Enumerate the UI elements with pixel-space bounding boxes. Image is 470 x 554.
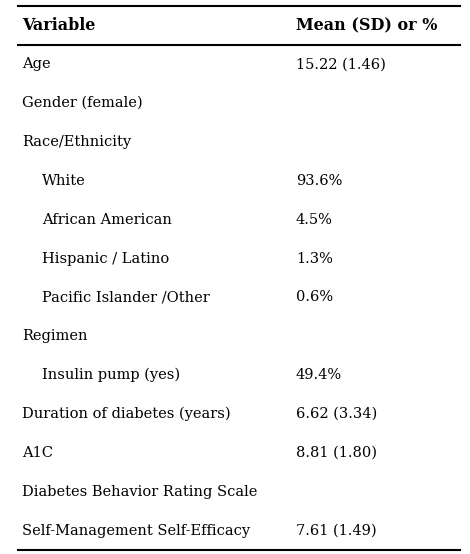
Text: 7.61 (1.49): 7.61 (1.49) [296,524,376,537]
Text: Race/Ethnicity: Race/Ethnicity [22,135,131,149]
Text: African American: African American [42,213,172,227]
Text: Age: Age [22,57,51,71]
Text: 1.3%: 1.3% [296,252,333,265]
Text: 4.5%: 4.5% [296,213,333,227]
Text: Variable: Variable [22,17,95,34]
Text: 15.22 (1.46): 15.22 (1.46) [296,57,386,71]
Text: 6.62 (3.34): 6.62 (3.34) [296,407,377,421]
Text: White: White [42,174,86,188]
Text: Hispanic / Latino: Hispanic / Latino [42,252,169,265]
Text: Regimen: Regimen [22,329,87,343]
Text: Gender (female): Gender (female) [22,96,142,110]
Text: Mean (SD) or %: Mean (SD) or % [296,17,438,34]
Text: Insulin pump (yes): Insulin pump (yes) [42,368,180,382]
Text: Duration of diabetes (years): Duration of diabetes (years) [22,407,231,421]
Text: Self-Management Self-Efficacy: Self-Management Self-Efficacy [22,524,250,537]
Text: Pacific Islander /Other: Pacific Islander /Other [42,290,210,305]
Text: 8.81 (1.80): 8.81 (1.80) [296,446,377,460]
Text: 0.6%: 0.6% [296,290,333,305]
Text: 49.4%: 49.4% [296,368,342,382]
Text: A1C: A1C [22,446,53,460]
Text: Diabetes Behavior Rating Scale: Diabetes Behavior Rating Scale [22,485,258,499]
Text: 93.6%: 93.6% [296,174,342,188]
